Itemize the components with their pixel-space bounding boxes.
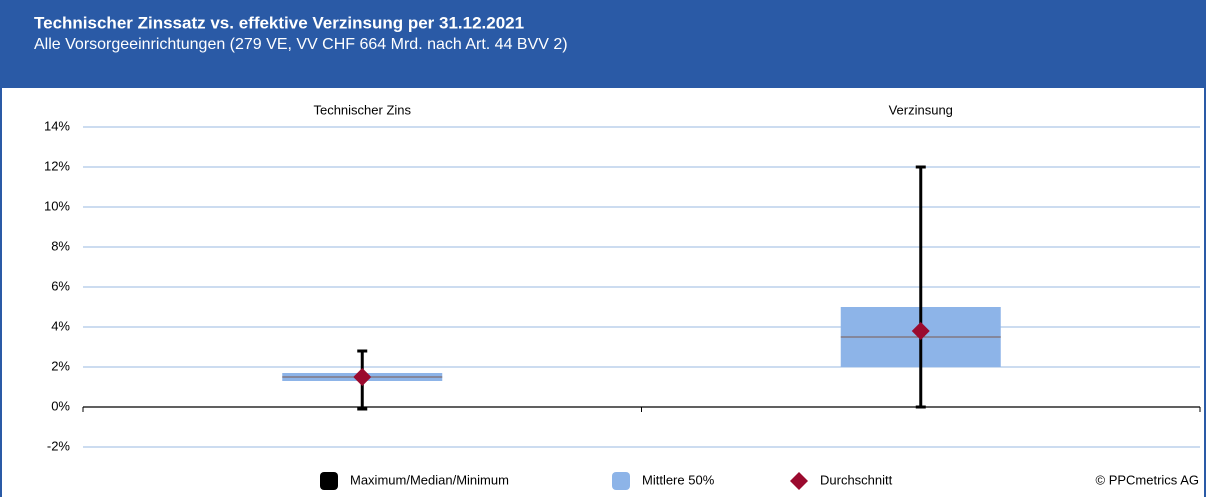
source: © PPCmetrics AG (1096, 472, 1200, 487)
y-tick-label: 10% (44, 198, 70, 213)
mean-marker (911, 322, 930, 340)
header (0, 0, 1206, 88)
y-tick-label: 12% (44, 158, 70, 173)
category-label: Technischer Zins (313, 102, 411, 117)
y-tick-label: -2% (47, 438, 71, 453)
y-tick-label: 0% (51, 398, 70, 413)
legend-marker (790, 472, 808, 490)
legend-label: Durchschnitt (820, 472, 893, 487)
chart-title: Technischer Zinssatz vs. effektive Verzi… (34, 13, 524, 32)
category-label: Verzinsung (889, 102, 953, 117)
mean-marker (353, 368, 372, 386)
legend-label: Maximum/Median/Minimum (350, 472, 509, 487)
y-tick-label: 6% (51, 278, 70, 293)
legend-marker (320, 472, 338, 490)
y-tick-label: 4% (51, 318, 70, 333)
legend-marker (612, 472, 630, 490)
y-tick-label: 2% (51, 358, 70, 373)
y-tick-label: 8% (51, 238, 70, 253)
chart-subtitle: Alle Vorsorgeeinrichtungen (279 VE, VV C… (34, 36, 568, 53)
legend-label: Mittlere 50% (642, 472, 715, 487)
y-tick-label: 14% (44, 118, 70, 133)
